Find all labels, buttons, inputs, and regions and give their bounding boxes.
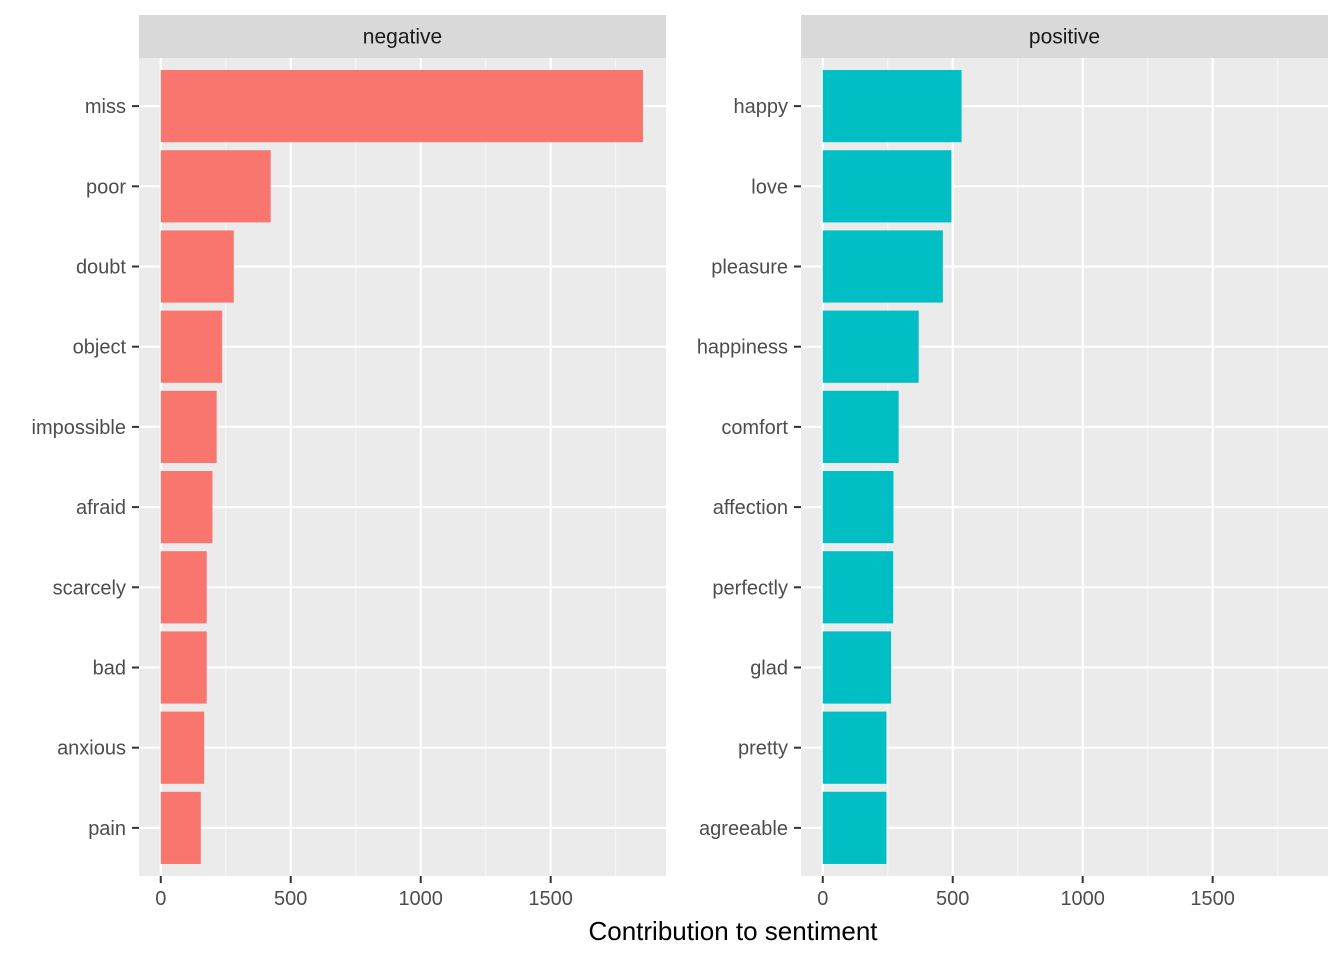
facet-strip-label: negative [363,26,442,49]
x-tick-label: 1000 [1060,888,1105,910]
x-tick-label: 0 [155,888,166,910]
bar-love [822,150,952,223]
bar-happy [822,70,962,143]
x-tick-label: 500 [936,888,969,910]
y-tick-label: happiness [697,337,788,359]
bar-glad [822,631,892,704]
x-tick-label: 0 [817,888,828,910]
y-tick-label: glad [750,657,788,679]
facet-strip [139,15,666,58]
y-tick-label: pretty [738,738,788,760]
x-axis-title: Contribution to sentiment [588,916,878,946]
y-tick-label: object [73,337,127,359]
y-tick-label: happy [734,96,789,118]
bar-scarcely [160,551,207,624]
y-tick-label: affection [713,497,788,519]
y-tick-label: pleasure [711,257,788,279]
bar-miss [160,70,643,143]
y-tick-label: love [751,176,788,198]
x-tick-label: 1500 [528,888,573,910]
bar-happiness [822,310,919,383]
bar-agreeable [822,791,887,864]
bar-comfort [822,390,899,463]
x-tick-label: 500 [274,888,307,910]
bar-pleasure [822,230,943,303]
y-tick-label: perfectly [712,577,788,599]
y-tick-label: poor [86,176,126,198]
bar-object [160,310,223,383]
bar-doubt [160,230,234,303]
bar-impossible [160,390,217,463]
bar-poor [160,150,271,223]
y-tick-label: bad [93,657,126,679]
x-tick-label: 1000 [398,888,443,910]
y-tick-label: scarcely [53,577,126,599]
bar-pretty [822,711,887,784]
y-tick-label: agreeable [699,818,788,840]
y-tick-label: doubt [76,257,126,279]
bar-anxious [160,711,205,784]
y-tick-label: comfort [721,417,788,439]
bar-pain [160,791,201,864]
bar-perfectly [822,551,894,624]
panel-positive: positive happy love pleasure happiness comfor… [697,15,1328,910]
bar-bad [160,631,207,704]
facet-strip-label: positive [1029,26,1100,49]
bar-afraid [160,471,213,544]
bar-affection [822,471,894,544]
y-tick-label: pain [88,818,126,840]
y-tick-label: anxious [57,738,126,760]
y-tick-label: afraid [76,497,126,519]
panel-negative: negative miss poor doubt object impossible afr… [32,15,666,910]
facet-strip [801,15,1328,58]
y-tick-label: impossible [32,417,126,439]
x-tick-label: 1500 [1190,888,1235,910]
y-tick-label: miss [85,96,126,118]
